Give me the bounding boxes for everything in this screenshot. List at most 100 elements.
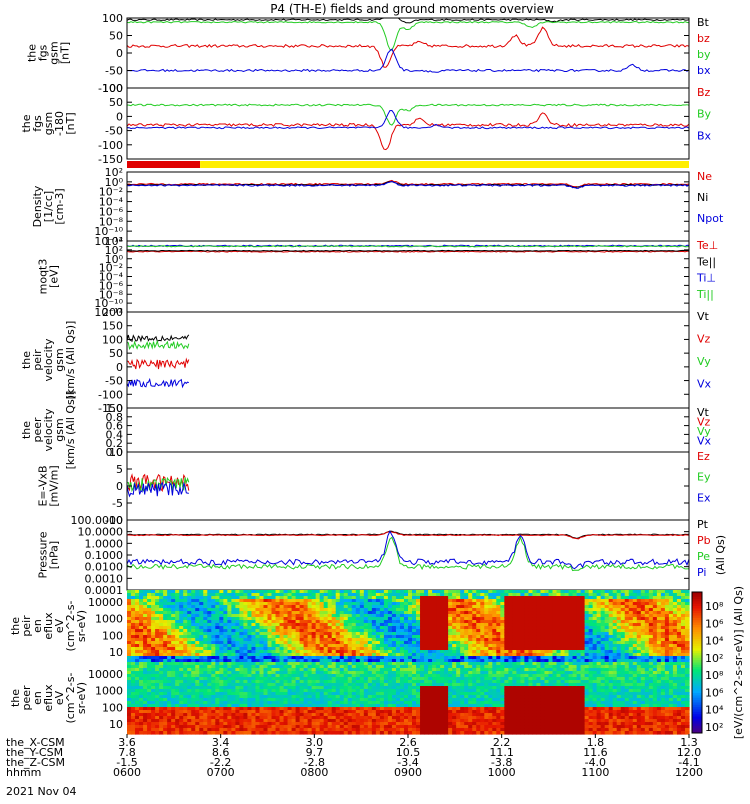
- spectrogram-cell: [203, 731, 208, 735]
- y-axis-label: E=-VxB[mV/m]: [37, 465, 61, 506]
- legend-entry: By: [697, 108, 712, 121]
- legend-entry: bx: [697, 64, 711, 77]
- panel-frame: [127, 18, 689, 88]
- y-axis-label: thepeirenefluxeV(cm^2-s-sr-eV): [9, 601, 88, 652]
- y-tick-label: 200: [102, 306, 123, 319]
- y-axis-label: moqt3[eV]: [37, 259, 61, 295]
- legend-entry: Vx: [697, 378, 712, 391]
- panel-moqt3: 10⁴10²10⁰10⁻²10⁻⁴10⁻⁶10⁻⁸10⁻¹⁰10⁻¹²moqt3…: [37, 235, 719, 319]
- y-tick-label: 100: [102, 333, 123, 346]
- y-tick-label: -100: [98, 388, 123, 401]
- spectrogram-cell: [163, 731, 168, 735]
- panel-frame: [127, 408, 689, 452]
- spectrogram-cell: [288, 731, 293, 735]
- series-line-bx: [127, 49, 689, 72]
- y-tick-label: 50: [109, 30, 123, 43]
- spectrogram-cell: [167, 731, 172, 735]
- spectrogram-cell: [239, 731, 244, 735]
- legend-entry: Pi: [697, 566, 706, 579]
- spectrogram-cell: [292, 731, 297, 735]
- series-line-Pi: [127, 531, 689, 568]
- panel-pressure: 100.000010.00001.00000.10000.01000.00100…: [37, 514, 728, 597]
- y-tick-label: 1000: [95, 613, 123, 626]
- spectrogram-cell: [231, 731, 236, 735]
- spectrogram-cell: [316, 731, 321, 735]
- spectrogram-cell: [127, 731, 132, 735]
- spectrogram-peer_spec: [127, 662, 690, 735]
- series-line-Te||: [127, 250, 689, 251]
- legend-entry: Bz: [697, 86, 711, 99]
- spectrogram-cell: [207, 731, 212, 735]
- panel-frame: [127, 452, 689, 520]
- spectrogram-cell: [324, 731, 329, 735]
- spectrogram-cell: [219, 731, 224, 735]
- y-tick-label: 5: [116, 463, 123, 476]
- spectrogram-cell: [211, 731, 216, 735]
- spectrogram-cell: [131, 731, 136, 735]
- series-line-Bz: [127, 113, 689, 150]
- spectrogram-cell: [284, 731, 289, 735]
- spectrogram-cell: [276, 731, 281, 735]
- y-tick-label: 0: [116, 361, 123, 374]
- series-line-Vz: [127, 359, 189, 369]
- plot-title: P4 (TH-E) fields and ground moments over…: [270, 2, 554, 16]
- y-tick-label: 150: [102, 320, 123, 333]
- panel-frame: [127, 172, 689, 241]
- legend-entry: by: [697, 48, 711, 61]
- y-tick-label: -50: [105, 375, 123, 388]
- spectrogram-cell: [272, 731, 277, 735]
- legend-entry: Ey: [697, 471, 711, 484]
- spectrogram-cell: [191, 731, 196, 735]
- legend-entry: Vt: [697, 310, 710, 323]
- spectrogram-cell: [259, 731, 264, 735]
- panel-frame: [127, 88, 689, 159]
- spectrogram-cell: [235, 731, 240, 735]
- y-tick-label: 0: [116, 480, 123, 493]
- spectrogram-cell: [268, 731, 273, 735]
- legend-entry: Ex: [697, 491, 711, 504]
- series-line-bz: [127, 27, 689, 67]
- spectrogram-cell: [300, 731, 305, 735]
- legend-entry: Ni: [697, 191, 708, 204]
- spectrogram-cell: [227, 731, 232, 735]
- series-line-Vt: [127, 335, 189, 341]
- series-line-Vx: [127, 380, 189, 387]
- y-tick-label: 50: [109, 96, 123, 109]
- series-line-Pb: [127, 532, 689, 539]
- y-tick-label: -100: [98, 139, 123, 152]
- y-tick-label: -50: [105, 65, 123, 78]
- y-tick-label: 50: [109, 347, 123, 360]
- legend-entry: Te||: [696, 255, 716, 268]
- spectrogram-cell: [332, 731, 337, 735]
- spectrogram-cell: [155, 731, 160, 735]
- y-axis-label: thefgsgsm[nT]: [26, 41, 72, 64]
- y-tick-label: 100: [102, 12, 123, 25]
- panel-frame: [127, 312, 689, 408]
- spectrogram-cell: [336, 731, 341, 735]
- spectrogram-cell: [304, 731, 309, 735]
- spectrogram-peir_spec: [127, 590, 690, 663]
- legend-entry: Pt: [697, 518, 709, 531]
- spectrogram-cell: [151, 731, 156, 735]
- spectrogram-cell: [187, 731, 192, 735]
- y-tick-label: 10000: [88, 596, 123, 609]
- y-tick-label: 0: [116, 110, 123, 123]
- spectrogram-cell: [247, 731, 252, 735]
- legend-entry: Vx: [697, 435, 712, 448]
- spectrogram-cell: [263, 731, 268, 735]
- spectrogram-cell: [348, 731, 353, 735]
- y-tick-label: 0: [116, 47, 123, 60]
- y-tick-label: 10: [109, 646, 123, 659]
- legend-entry: Vz: [697, 333, 711, 346]
- spectrogram-cell: [183, 731, 188, 735]
- spectrogram-cell: [340, 731, 345, 735]
- y-axis-label: thefgsgsm-180[nT]: [20, 111, 77, 136]
- spectrogram-cell: [195, 731, 200, 735]
- spectrogram-cell: [175, 731, 180, 735]
- panel-frame: [127, 520, 689, 590]
